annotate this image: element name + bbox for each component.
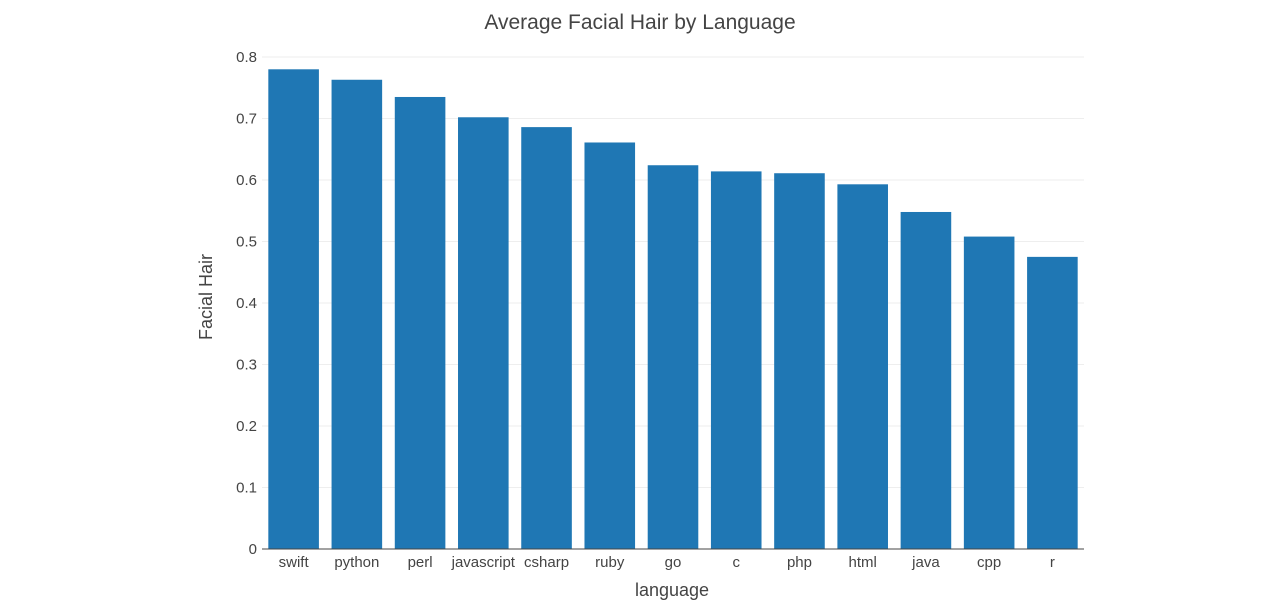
y-tick-label: 0.4 (236, 295, 257, 312)
x-tick-labels: swift python perl javascript csharp ruby go c ph… (279, 554, 1055, 571)
y-tick-label: 0 (249, 541, 257, 558)
y-tick-label: 0.8 (236, 49, 257, 66)
bar-c[interactable] (710, 171, 762, 549)
x-tick-label: csharp (524, 554, 569, 571)
bar-swift[interactable] (268, 69, 319, 550)
x-tick-label: ruby (595, 554, 625, 571)
bar-python[interactable] (331, 79, 383, 549)
bar-php[interactable] (774, 173, 825, 550)
bar-cpp[interactable] (963, 236, 1015, 549)
chart-title: Average Facial Hair by Language (484, 11, 795, 34)
x-tick-label: perl (408, 554, 433, 571)
y-tick-label: 0.1 (236, 480, 257, 497)
bar-csharp[interactable] (521, 127, 572, 550)
y-tick-label: 0.2 (236, 418, 257, 435)
x-tick-label: javascript (451, 554, 516, 571)
bars (268, 69, 1078, 550)
y-tick-label: 0.3 (236, 357, 257, 374)
x-axis-title: language (635, 580, 709, 600)
bar-html[interactable] (837, 184, 888, 549)
bar-javascript[interactable] (458, 117, 509, 550)
bar-ruby[interactable] (584, 142, 636, 550)
x-tick-label: java (911, 554, 940, 571)
bar-go[interactable] (647, 165, 699, 550)
x-tick-label: php (787, 554, 812, 571)
bar-perl[interactable] (394, 96, 446, 549)
x-tick-label: go (665, 554, 682, 571)
x-tick-label: html (849, 554, 877, 571)
bar-java[interactable] (900, 211, 952, 550)
bar-r[interactable] (1027, 256, 1078, 549)
y-tick-labels: 0 0.1 0.2 0.3 0.4 0.5 0.6 0.7 0.8 (236, 49, 257, 558)
y-axis-title: Facial Hair (196, 254, 216, 340)
x-tick-label: c (732, 554, 740, 571)
x-tick-label: swift (279, 554, 310, 571)
y-tick-label: 0.7 (236, 111, 257, 128)
x-tick-label: cpp (977, 554, 1001, 571)
y-tick-label: 0.5 (236, 234, 257, 251)
y-tick-label: 0.6 (236, 172, 257, 189)
x-tick-label: r (1050, 554, 1055, 571)
x-tick-label: python (334, 554, 379, 571)
